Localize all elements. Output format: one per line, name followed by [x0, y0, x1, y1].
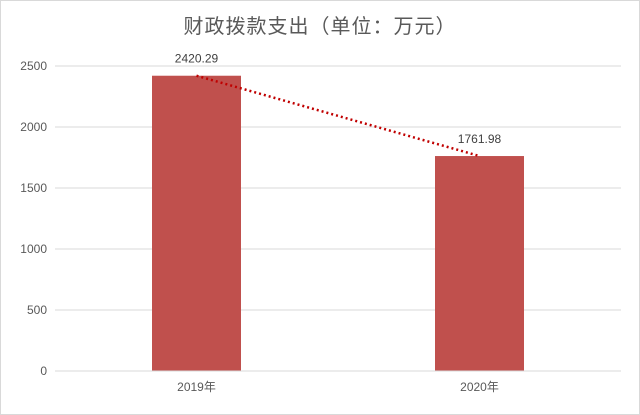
chart-title: 财政拨款支出（单位：万元） — [183, 14, 457, 38]
y-tick-label: 1500 — [20, 181, 47, 195]
data-label: 2420.29 — [175, 52, 219, 66]
y-tick-label: 2500 — [20, 59, 47, 73]
trendline — [196, 74, 480, 158]
y-tick-label: 2000 — [20, 120, 47, 134]
y-tick-label: 500 — [27, 303, 47, 317]
y-tick-label: 1000 — [20, 242, 47, 256]
x-tick-label: 2019年 — [177, 380, 216, 394]
bar — [435, 156, 524, 371]
data-label: 1761.98 — [458, 132, 502, 146]
x-tick-label: 2020年 — [460, 380, 499, 394]
bar — [152, 75, 241, 372]
y-tick-label: 0 — [40, 364, 47, 378]
